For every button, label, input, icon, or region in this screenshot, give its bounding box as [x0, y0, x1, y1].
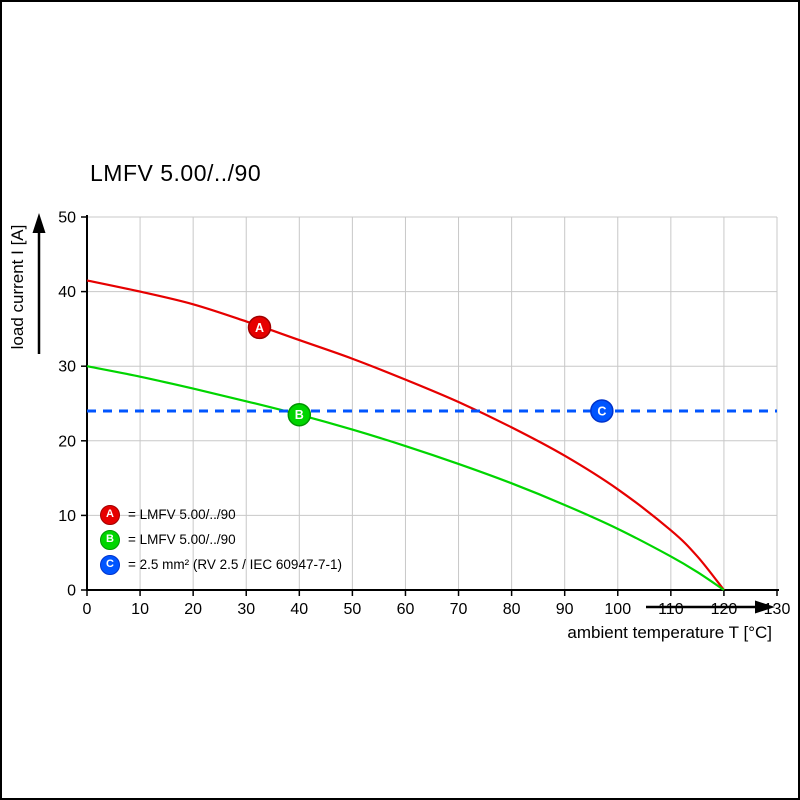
- legend: A = LMFV 5.00/../90 B = LMFV 5.00/../90 …: [100, 502, 342, 577]
- y-tick-label: 10: [58, 508, 76, 525]
- x-tick-label: 50: [343, 601, 361, 618]
- marker-c-icon: [590, 399, 614, 423]
- legend-label-b: = LMFV 5.00/../90: [128, 532, 236, 547]
- y-tick-label: 0: [67, 583, 76, 600]
- x-tick-label: 120: [711, 601, 738, 618]
- series-b-curve: [86, 365, 725, 591]
- legend-marker-c-icon: C: [100, 554, 120, 575]
- x-tick-label: 130: [764, 601, 791, 618]
- x-tick-label: 30: [237, 601, 255, 618]
- x-tick-label: 10: [131, 601, 149, 618]
- legend-marker-b-letter: B: [106, 533, 114, 545]
- legend-item-b: B = LMFV 5.00/../90: [100, 527, 342, 552]
- y-tick-label: 20: [58, 433, 76, 450]
- x-tick-label: 90: [556, 601, 574, 618]
- legend-marker-a-icon: A: [100, 504, 120, 525]
- legend-item-a: A = LMFV 5.00/../90: [100, 502, 342, 527]
- chart-title: LMFV 5.00/../90: [90, 160, 262, 186]
- x-tick-label: 110: [658, 601, 684, 618]
- marker-c-letter: C: [597, 404, 606, 418]
- legend-item-c: C = 2.5 mm² (RV 2.5 / IEC 60947-7-1): [100, 552, 342, 577]
- x-tick-label: 0: [83, 601, 92, 618]
- y-tick-label: 30: [58, 359, 76, 376]
- y-tick-label: 50: [58, 210, 76, 227]
- x-tick-label: 100: [604, 601, 631, 618]
- legend-marker-b-icon: B: [100, 529, 120, 550]
- legend-marker-a-letter: A: [106, 508, 114, 520]
- legend-label-c: = 2.5 mm² (RV 2.5 / IEC 60947-7-1): [128, 557, 342, 572]
- marker-a-icon: [247, 315, 272, 340]
- y-axis-label: load current I [A]: [8, 224, 27, 350]
- marker-b-icon: [287, 402, 312, 427]
- x-tick-label: 60: [397, 601, 415, 618]
- legend-marker-c-letter: C: [106, 558, 114, 570]
- x-axis-label: ambient temperature T [°C]: [567, 623, 772, 642]
- y-axis-arrowhead-icon: [32, 213, 46, 233]
- x-tick-label: 20: [184, 601, 202, 618]
- x-tick-label: 70: [450, 601, 468, 618]
- series-a-curve: [86, 279, 725, 591]
- legend-label-a: = LMFV 5.00/../90: [128, 507, 236, 522]
- marker-b-letter: B: [295, 408, 304, 422]
- x-tick-label: 80: [503, 601, 521, 618]
- x-axis-arrowhead-icon: [755, 600, 775, 614]
- marker-a-letter: A: [255, 321, 264, 335]
- x-tick-label: 40: [290, 601, 308, 618]
- y-tick-label: 40: [58, 284, 76, 301]
